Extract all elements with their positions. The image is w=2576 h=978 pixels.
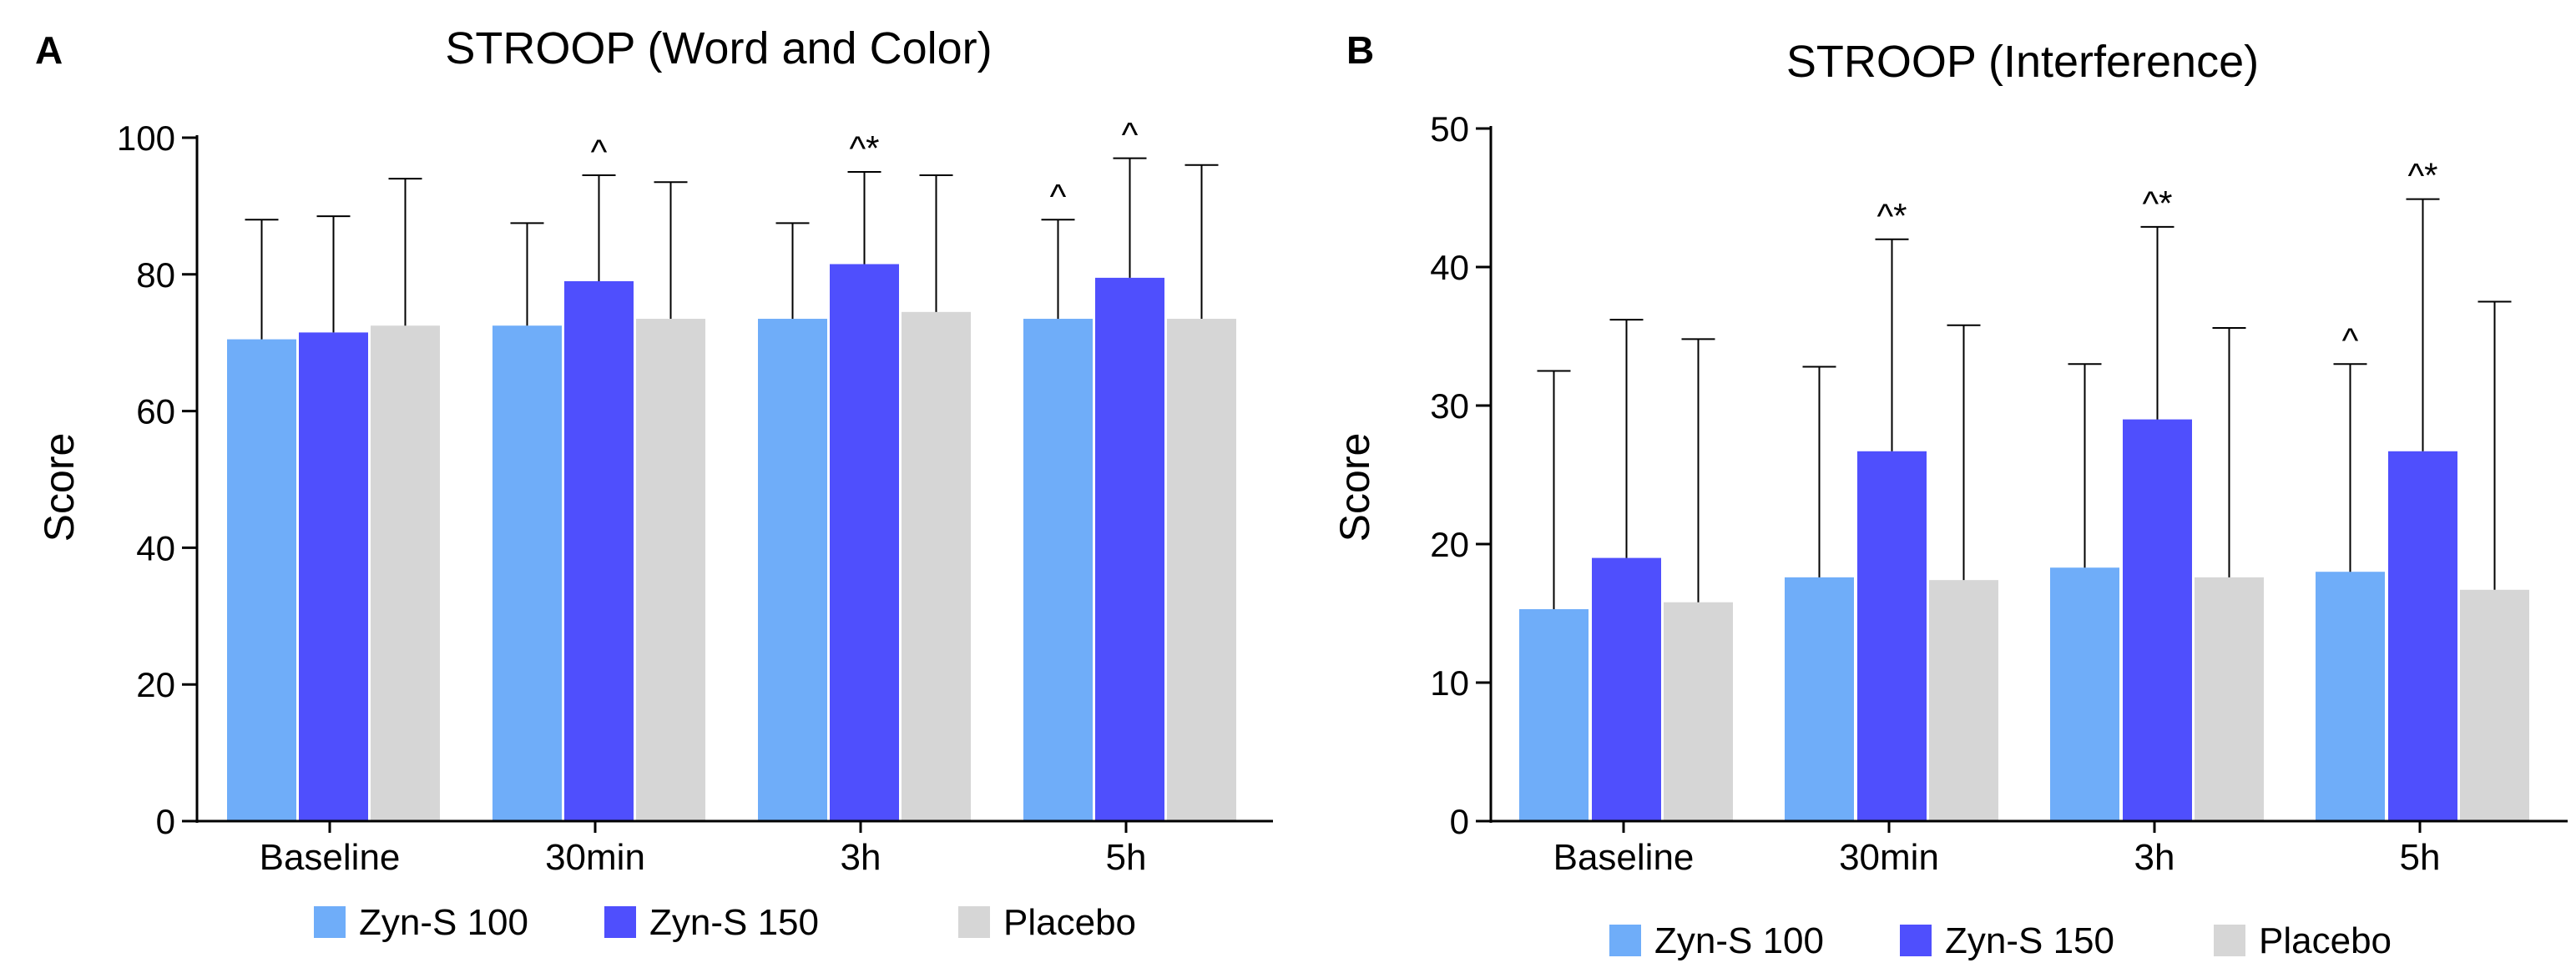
panel-b-bar-1-2 xyxy=(1929,580,1998,821)
panel-b-bar-3-0 xyxy=(2316,572,2385,821)
panel-a-y-tick-label-3: 60 xyxy=(136,392,175,431)
panel-a-legend-label-1: Zyn-S 150 xyxy=(649,902,819,943)
panel-b-bar-2-0 xyxy=(2050,567,2119,821)
panel-b-bar-0-0 xyxy=(1519,609,1589,821)
panel-b-legend-swatch-1 xyxy=(1900,925,1932,956)
panel-b-legend-label-0: Zyn-S 100 xyxy=(1654,920,1824,961)
panel-a-category-label-1: 30min xyxy=(545,837,645,878)
panel-a-y-axis-label: Score xyxy=(36,433,83,542)
panel-b-y-tick-label-4: 40 xyxy=(1430,248,1469,287)
panel-b-bar-1-1 xyxy=(1857,451,1927,821)
panel-a-bar-2-2 xyxy=(902,311,971,822)
panel-a-bar-0-1 xyxy=(299,332,368,821)
panel-b-title: STROOP (Interference) xyxy=(1786,37,2259,87)
panel-b-category-label-1: 30min xyxy=(1839,837,1939,878)
panel-b-legend-label-1: Zyn-S 150 xyxy=(1945,920,2114,961)
panel-b-bar-0-1 xyxy=(1592,557,1661,821)
panel-a-y-tick-label-4: 80 xyxy=(136,255,175,295)
panel-a-significance-mark-3-0: ^ xyxy=(1050,176,1067,215)
panel-a-significance-mark-1-1: ^ xyxy=(591,132,608,171)
panel-a-bar-3-1 xyxy=(1095,277,1164,821)
panel-b-significance-mark-2-1: ^* xyxy=(2142,184,2172,223)
panel-a: A STROOP (Word and Color) Score ^ ^ ^* ^ 0 20… xyxy=(35,23,1273,943)
panel-a-bar-3-2 xyxy=(1167,319,1236,821)
panel-a-y-tick-label-5: 100 xyxy=(117,118,175,158)
panel-b: B STROOP (Interference) Score ^ ^* ^* ^* 0 10… xyxy=(1331,28,2568,961)
panel-a-category-label-0: Baseline xyxy=(260,837,401,878)
panel-a-label: A xyxy=(35,28,63,72)
panel-b-significance-mark-3-1: ^* xyxy=(2407,156,2437,195)
panel-b-category-label-2: 3h xyxy=(2134,837,2175,878)
panel-b-y-axis-label: Score xyxy=(1331,433,1378,542)
panel-b-y-tick-label-0: 0 xyxy=(1450,802,1469,841)
panel-a-y-tick-label-1: 20 xyxy=(136,665,175,704)
panel-a-category-label-2: 3h xyxy=(841,837,881,878)
panel-a-significance-mark-3-1: ^ xyxy=(1122,115,1139,154)
panel-a-bar-1-0 xyxy=(492,325,562,822)
panel-a-category-label-3: 5h xyxy=(1106,837,1147,878)
panel-a-legend-label-0: Zyn-S 100 xyxy=(359,902,528,943)
panel-a-bar-2-1 xyxy=(830,264,899,821)
panel-b-significance-mark-3-0: ^ xyxy=(2342,320,2359,360)
panel-b-label: B xyxy=(1346,28,1374,72)
panel-b-legend-swatch-0 xyxy=(1609,925,1641,956)
panel-a-bar-1-2 xyxy=(636,319,705,821)
panel-a-bar-0-0 xyxy=(227,339,296,822)
panel-b-bar-2-2 xyxy=(2195,577,2264,821)
panel-b-y-tick-label-1: 10 xyxy=(1430,663,1469,703)
panel-b-bar-3-2 xyxy=(2460,589,2529,821)
panel-b-y-tick-label-2: 20 xyxy=(1430,525,1469,564)
panel-b-bar-3-1 xyxy=(2388,451,2457,821)
panel-b-y-tick-label-5: 50 xyxy=(1430,109,1469,149)
panel-a-bar-3-0 xyxy=(1023,319,1093,821)
panel-b-category-label-0: Baseline xyxy=(1553,837,1695,878)
panel-a-legend-swatch-0 xyxy=(314,906,346,938)
panel-b-bar-2-1 xyxy=(2123,419,2192,821)
panel-a-significance-mark-2-1: ^* xyxy=(849,129,879,168)
panel-a-legend-swatch-1 xyxy=(604,906,636,938)
panel-b-bar-0-2 xyxy=(1664,602,1733,821)
panel-a-y-tick-label-2: 40 xyxy=(136,528,175,567)
panel-b-category-label-3: 5h xyxy=(2400,837,2441,878)
panel-a-legend-label-2: Placebo xyxy=(1003,902,1136,943)
panel-a-bar-0-2 xyxy=(371,325,440,822)
panel-a-legend-swatch-2 xyxy=(958,906,990,938)
panel-a-bar-2-0 xyxy=(758,319,827,821)
panel-a-y-tick-label-0: 0 xyxy=(156,802,175,841)
panel-b-bar-1-0 xyxy=(1785,577,1854,821)
panel-b-y-tick-label-3: 30 xyxy=(1430,386,1469,426)
panel-b-legend-label-2: Placebo xyxy=(2259,920,2392,961)
panel-a-bar-1-1 xyxy=(564,280,634,821)
panel-b-significance-mark-1-1: ^* xyxy=(1876,196,1907,235)
panel-b-legend-swatch-2 xyxy=(2214,925,2245,956)
panel-a-title: STROOP (Word and Color) xyxy=(445,23,992,73)
